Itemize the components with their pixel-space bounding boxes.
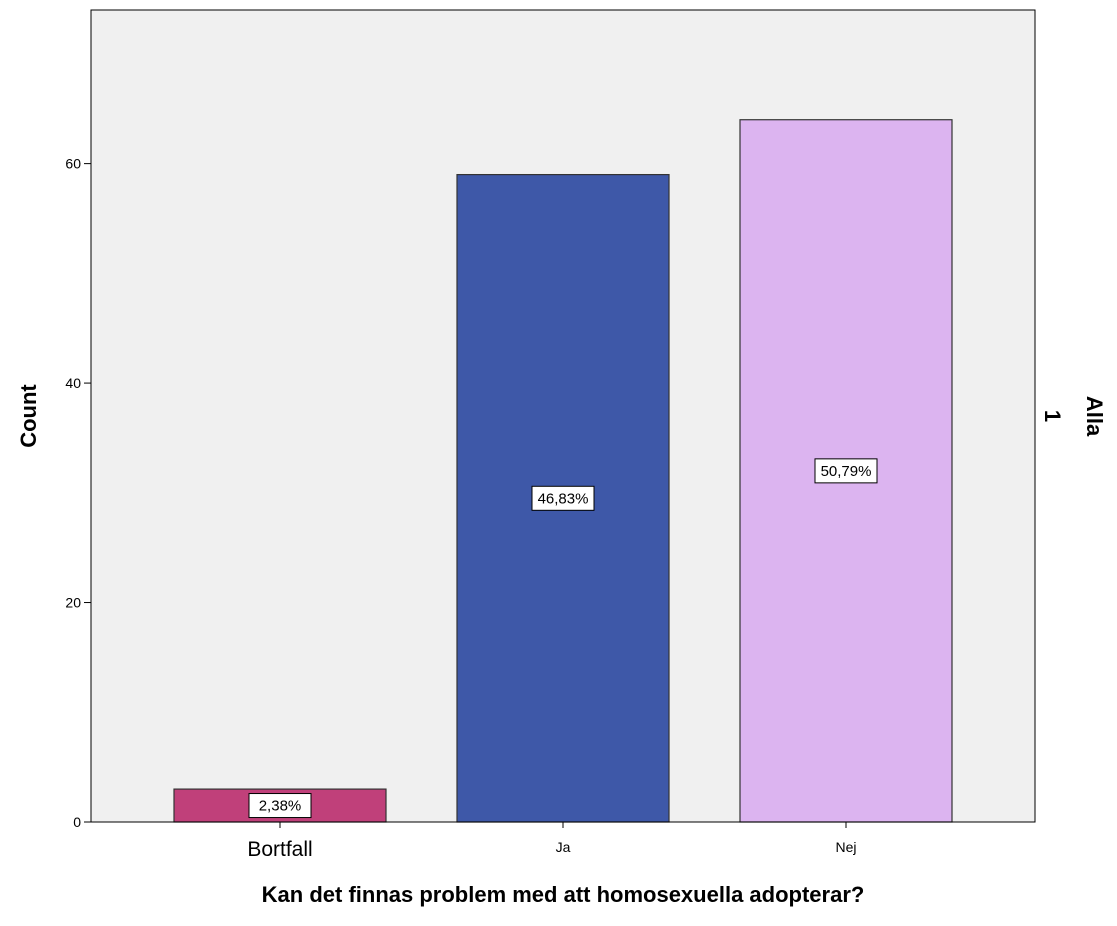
panel-title: Alla bbox=[1082, 396, 1107, 437]
data-labels-layer: 2,38% 46,83% 50,79% bbox=[248, 458, 878, 819]
data-label-bortfall: 2,38% bbox=[248, 793, 312, 819]
data-label-ja: 46,83% bbox=[531, 485, 595, 511]
y-tick-label: 20 bbox=[65, 595, 81, 611]
x-tick-label: Bortfall bbox=[247, 838, 312, 861]
x-tick-label: Nej bbox=[835, 839, 856, 855]
y-tick-label: 60 bbox=[65, 156, 81, 172]
y-axis-title: Count bbox=[16, 384, 41, 448]
svg-text:46,83%: 46,83% bbox=[538, 490, 589, 507]
x-axis-title: Kan det finnas problem med att homosexue… bbox=[262, 882, 865, 907]
svg-text:2,38%: 2,38% bbox=[259, 798, 302, 815]
y-tick-label: 0 bbox=[73, 814, 81, 830]
data-label-nej: 50,79% bbox=[814, 458, 878, 484]
x-tick-label: Ja bbox=[556, 839, 571, 855]
y-axis: 0 20 40 60 bbox=[65, 156, 91, 830]
panel-value: 1 bbox=[1040, 410, 1065, 422]
y-tick-label: 40 bbox=[65, 375, 81, 391]
x-axis: Bortfall Ja Nej bbox=[247, 822, 857, 861]
svg-text:50,79%: 50,79% bbox=[821, 463, 872, 480]
